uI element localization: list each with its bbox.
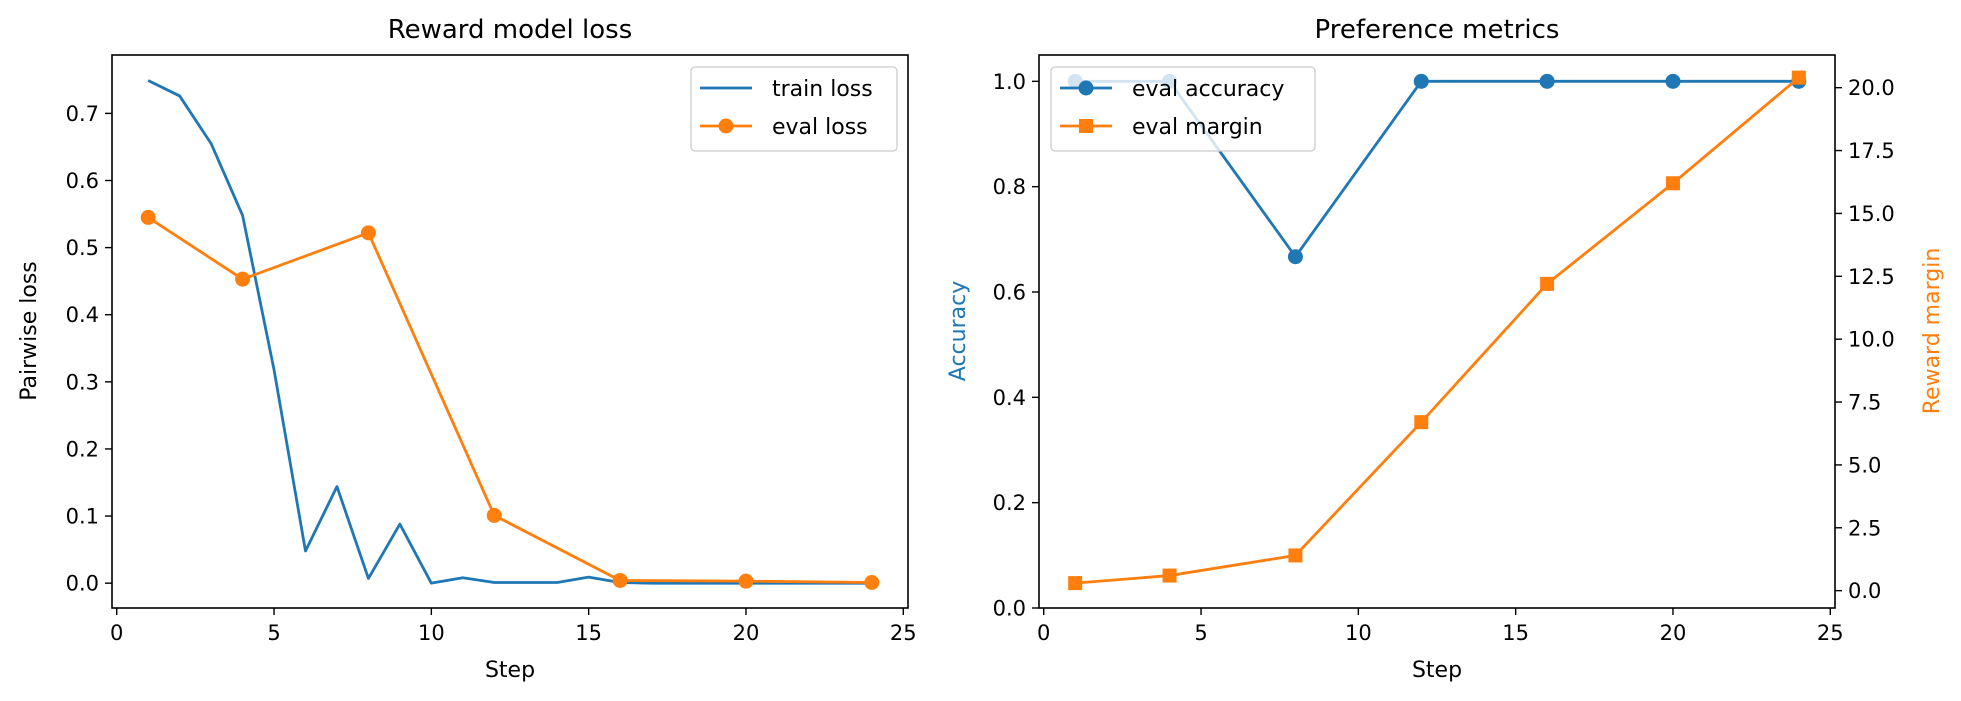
preference-metrics-y2-tick-label: 0.0: [1848, 579, 1881, 603]
preference-metrics-y-label: Accuracy: [946, 281, 971, 381]
preference-metrics-x-label: Step: [1412, 658, 1462, 683]
eval-loss-point: [738, 573, 754, 589]
preference-metrics-title: Preference metrics: [1315, 15, 1560, 45]
legend-eval-loss-label: eval loss: [772, 115, 868, 140]
reward-loss-y-label: Pairwise loss: [17, 261, 42, 401]
eval-accuracy-point: [1413, 73, 1429, 89]
preference-metrics-y2-tick-label: 12.5: [1848, 265, 1895, 289]
eval-margin-point: [1665, 176, 1680, 191]
reward-loss-x-tick-label: 10: [418, 621, 445, 645]
reward-loss-legend: train loss eval loss: [690, 66, 898, 152]
reward-loss-y-tick-label: 0.0: [66, 572, 99, 596]
preference-metrics-x-tick-label: 10: [1345, 621, 1372, 645]
legend-train-loss-label: train loss: [772, 77, 873, 102]
reward-loss-x-tick-label: 20: [733, 621, 760, 645]
reward-loss-y-tick-label: 0.2: [66, 437, 99, 461]
preference-metrics-y-tick-label: 0.6: [993, 281, 1026, 305]
preference-metrics-y2-label: Reward margin: [1920, 248, 1945, 415]
reward-loss-y-tick-label: 0.6: [66, 169, 99, 193]
preference-metrics-y-tick-label: 0.0: [993, 597, 1026, 621]
preference-metrics-x-tick-label: 15: [1502, 621, 1529, 645]
preference-metrics-y-tick-label: 0.4: [993, 386, 1026, 410]
reward-loss-y-tick-label: 0.5: [66, 236, 99, 260]
reward-loss-x-ticks: 0 5 10 15 20 25: [110, 608, 917, 645]
eval-loss-point: [612, 572, 628, 588]
reward-loss-x-tick-label: 5: [267, 621, 280, 645]
eval-loss-point: [235, 271, 251, 287]
preference-metrics-y2-tick-label: 5.0: [1848, 453, 1881, 477]
legend-eval-accuracy-marker: [1078, 80, 1094, 96]
preference-metrics-axes-frame: [1038, 54, 1836, 609]
preference-metrics-y-tick-label: 0.2: [993, 491, 1026, 515]
reward-loss-y-tick-label: 0.1: [66, 505, 99, 529]
preference-metrics-y2-tick-label: 20.0: [1848, 76, 1895, 100]
preference-metrics-legend-box: [1050, 66, 1316, 152]
preference-metrics-x-tick-label: 25: [1817, 621, 1844, 645]
preference-metrics-y-tick-label: 0.8: [993, 175, 1026, 199]
eval-accuracy-point: [1287, 249, 1303, 265]
reward-loss-plot-area: [140, 79, 880, 590]
eval-margin-point: [1288, 548, 1303, 563]
eval-margin-point: [1068, 576, 1083, 591]
eval-margin-point: [1540, 276, 1555, 291]
eval-accuracy-point: [1665, 73, 1681, 89]
reward-loss-x-tick-label: 15: [575, 621, 602, 645]
eval-margin-point: [1162, 568, 1177, 583]
reward-loss-title: Reward model loss: [388, 15, 633, 45]
reward-loss-axes-frame: [111, 54, 909, 609]
preference-metrics-y-ticks: 0.0 0.2 0.4 0.6 0.8 1.0: [993, 70, 1039, 621]
preference-metrics-y2-tick-label: 17.5: [1848, 139, 1895, 163]
preference-metrics-y2-tick-label: 2.5: [1848, 516, 1881, 540]
eval-loss-point: [360, 225, 376, 241]
preference-metrics-x-ticks: 0 5 10 15 20 25: [1037, 608, 1844, 645]
reward-loss-x-label: Step: [485, 658, 535, 683]
legend-eval-margin-marker: [1079, 119, 1093, 133]
preference-metrics-panel: Preference metrics 0 5 10 15 20 25 0.00.20.40…: [946, 15, 1945, 683]
reward-loss-x-tick-label: 0: [110, 621, 123, 645]
eval-loss-point: [486, 507, 502, 523]
reward-loss-y-tick-label: 0.7: [66, 102, 99, 126]
preference-metrics-y-tick-label: 1.0: [993, 70, 1026, 94]
eval-accuracy-point: [1539, 73, 1555, 89]
reward-loss-panel: Reward model loss 0 5 10 15 20 25 0.00.10.20.…: [17, 15, 917, 683]
eval-margin-point: [1414, 415, 1429, 430]
preference-metrics-x-tick-label: 5: [1194, 621, 1207, 645]
reward-loss-y-tick-label: 0.4: [66, 303, 99, 327]
reward-loss-x-tick-label: 25: [890, 621, 917, 645]
eval-margin-point: [1791, 70, 1806, 85]
eval-loss-point: [140, 209, 156, 225]
preference-metrics-x-tick-label: 0: [1037, 621, 1050, 645]
reward-loss-y-tick-label: 0.3: [66, 370, 99, 394]
legend-eval-loss-marker: [718, 118, 734, 134]
preference-metrics-y2-ticks: 0.0 2.5 5.0 7.5 10.0 12.5 15.0 17.5 20.0: [1835, 76, 1895, 603]
preference-metrics-y2-tick-label: 7.5: [1848, 391, 1881, 415]
eval-loss-point: [864, 574, 880, 590]
preference-metrics-y2-tick-label: 10.0: [1848, 328, 1895, 352]
preference-metrics-x-tick-label: 20: [1660, 621, 1687, 645]
preference-metrics-legend: eval accuracy eval margin: [1050, 66, 1316, 152]
legend-eval-margin-label: eval margin: [1132, 115, 1263, 140]
legend-eval-accuracy-label: eval accuracy: [1132, 77, 1284, 102]
preference-metrics-y2-tick-label: 15.0: [1848, 202, 1895, 226]
reward-loss-y-ticks: 0.0 0.1 0.2 0.3 0.4 0.5 0.6 0.7: [66, 102, 112, 596]
